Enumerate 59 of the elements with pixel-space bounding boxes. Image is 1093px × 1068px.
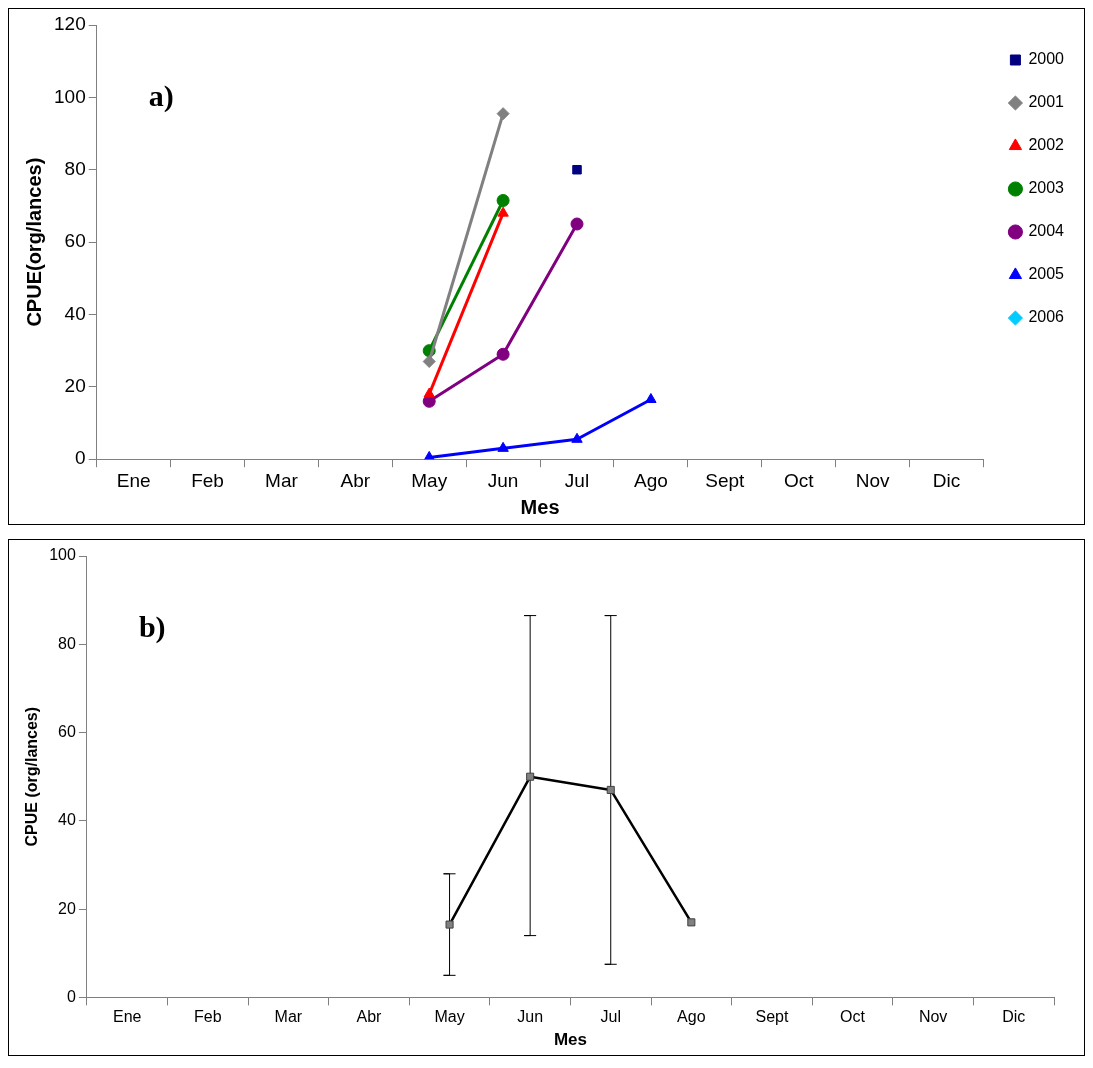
point <box>422 355 436 369</box>
x-axis-title: Mes <box>520 495 560 518</box>
x-tick-label: Ene <box>116 469 151 491</box>
x-tick-label: Nov <box>855 469 890 491</box>
x-tick-label: Dic <box>1002 1008 1026 1026</box>
point <box>496 347 510 361</box>
x-tick-label: Jul <box>564 469 590 491</box>
x-tick-label: Mar <box>274 1008 303 1026</box>
y-tick-label: 40 <box>64 302 86 324</box>
x-tick-label: Sept <box>755 1008 789 1026</box>
x-axis-title: Mes <box>553 1030 587 1050</box>
y-tick-label: 80 <box>64 157 86 179</box>
x-tick-label: Ago <box>633 469 668 491</box>
point <box>496 107 510 121</box>
legend-label: 2000 <box>1028 50 1065 68</box>
y-axis-title: CPUE(org/lances) <box>22 157 45 327</box>
point <box>496 193 510 207</box>
y-tick-label: 40 <box>58 811 76 829</box>
annotation: b) <box>138 609 166 644</box>
x-tick-label: Jul <box>600 1008 621 1026</box>
point <box>570 217 584 231</box>
y-tick-label: 100 <box>49 546 76 564</box>
x-tick-label: Ene <box>112 1008 142 1026</box>
point <box>645 393 657 403</box>
x-tick-label: Dic <box>932 469 961 491</box>
x-tick-label: Feb <box>193 1008 222 1026</box>
x-tick-label: Mar <box>265 469 299 491</box>
point <box>572 164 582 175</box>
legend-label: 2001 <box>1028 93 1065 111</box>
y-tick-label: 20 <box>58 899 76 917</box>
y-tick-label: 60 <box>58 722 76 740</box>
y-tick-label: 120 <box>54 13 86 35</box>
x-tick-label: Abr <box>356 1008 383 1026</box>
x-tick-label: Nov <box>918 1008 948 1026</box>
annotation: a) <box>148 78 174 113</box>
y-tick-label: 100 <box>54 85 86 107</box>
point <box>571 432 583 443</box>
x-tick-label: Ago <box>677 1008 706 1026</box>
y-tick-label: 0 <box>66 987 76 1005</box>
point <box>497 441 509 452</box>
legend-label: 2003 <box>1028 179 1065 197</box>
x-tick-label: Abr <box>340 469 371 491</box>
y-tick-label: 80 <box>58 634 76 652</box>
y-axis-title: CPUE (org/lances) <box>23 706 41 847</box>
x-tick-label: Oct <box>783 469 815 491</box>
legend-label: 2006 <box>1028 308 1065 326</box>
y-tick-label: 20 <box>64 375 86 397</box>
x-tick-label: Sept <box>705 469 746 491</box>
legend-label: 2005 <box>1028 265 1065 283</box>
x-tick-label: May <box>434 1008 465 1026</box>
y-tick-label: 60 <box>64 230 86 252</box>
x-tick-label: Oct <box>840 1008 866 1026</box>
x-tick-label: Feb <box>191 469 224 491</box>
x-tick-label: Jun <box>487 469 519 491</box>
x-tick-label: May <box>411 469 448 491</box>
y-tick-label: 0 <box>75 447 86 469</box>
legend-label: 2002 <box>1028 136 1065 154</box>
x-tick-label: Jun <box>517 1008 544 1026</box>
legend-label: 2004 <box>1028 222 1065 240</box>
